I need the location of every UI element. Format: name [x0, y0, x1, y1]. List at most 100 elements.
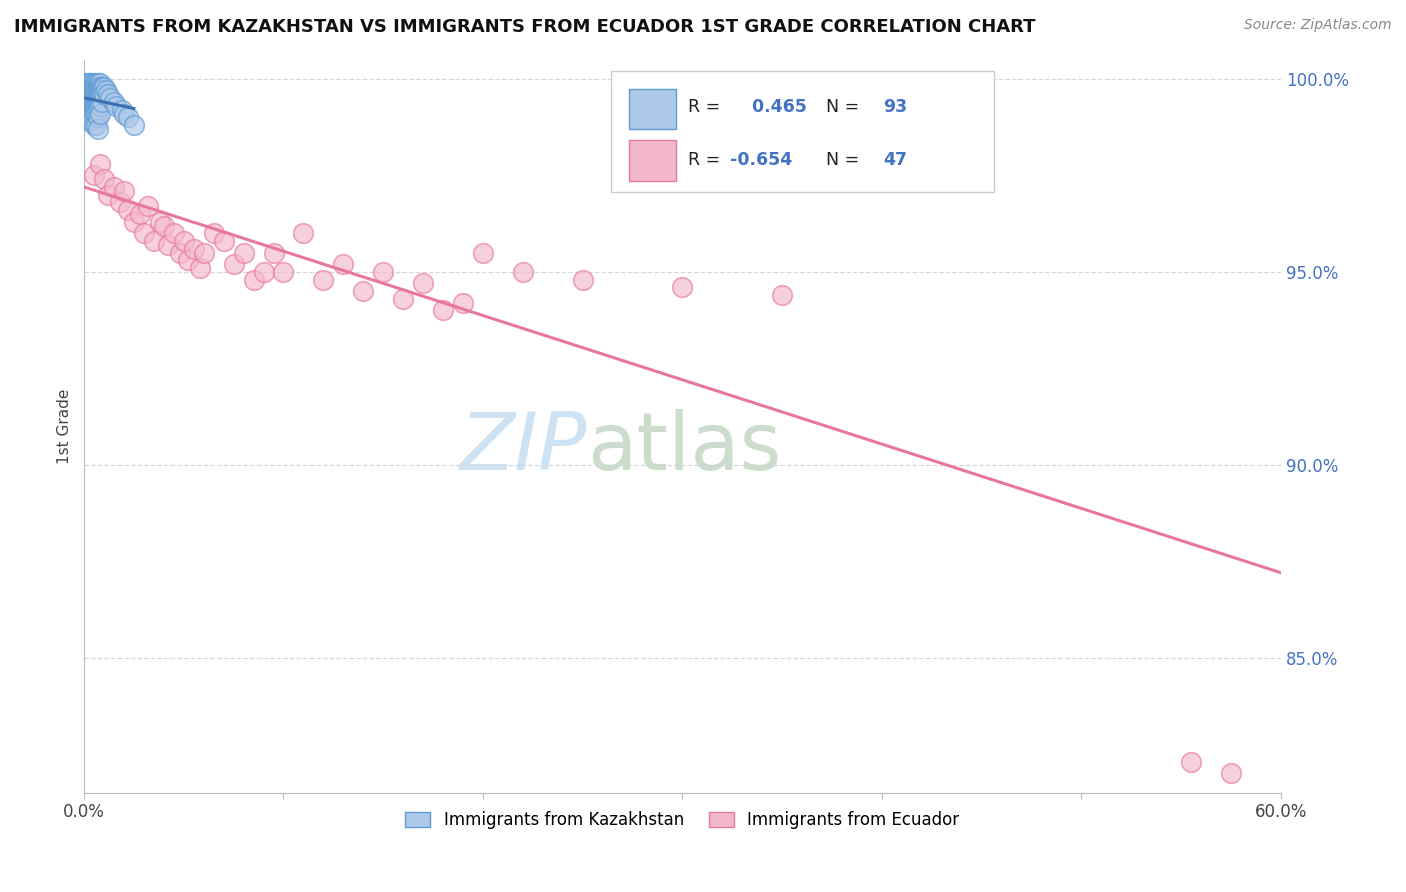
- Point: [87, 91, 110, 105]
- Point: [108, 195, 131, 210]
- Point: [512, 265, 534, 279]
- Point: [75, 106, 97, 120]
- Text: 47: 47: [883, 151, 907, 169]
- Point: [79, 106, 101, 120]
- Point: [117, 203, 139, 218]
- Point: [89, 79, 111, 94]
- Point: [84, 87, 107, 102]
- Point: [79, 79, 101, 94]
- Point: [163, 226, 186, 240]
- Point: [87, 76, 110, 90]
- Point: [89, 83, 111, 97]
- Point: [91, 83, 114, 97]
- Point: [79, 91, 101, 105]
- Point: [87, 111, 110, 125]
- Point: [93, 172, 115, 186]
- Point: [84, 106, 107, 120]
- Point: [83, 169, 105, 183]
- Point: [77, 79, 100, 94]
- Point: [149, 214, 172, 228]
- Point: [1220, 766, 1243, 780]
- Point: [77, 106, 100, 120]
- Point: [84, 91, 107, 105]
- Point: [188, 260, 211, 275]
- Point: [79, 99, 101, 113]
- Point: [1180, 755, 1202, 769]
- Point: [252, 265, 274, 279]
- Point: [91, 95, 114, 109]
- Point: [77, 95, 100, 109]
- Point: [80, 76, 103, 90]
- Point: [80, 99, 103, 113]
- Point: [83, 103, 105, 117]
- Point: [77, 99, 100, 113]
- Point: [89, 91, 111, 105]
- Point: [80, 91, 103, 105]
- Point: [103, 180, 125, 194]
- Point: [451, 295, 474, 310]
- Point: [242, 272, 264, 286]
- Point: [122, 118, 145, 132]
- Point: [84, 79, 107, 94]
- Point: [83, 76, 105, 90]
- Point: [87, 87, 110, 102]
- Text: 0.465: 0.465: [747, 98, 807, 116]
- Point: [472, 245, 495, 260]
- Point: [87, 103, 110, 117]
- Point: [671, 280, 693, 294]
- Point: [91, 87, 114, 102]
- Point: [75, 111, 97, 125]
- Point: [89, 87, 111, 102]
- Point: [136, 199, 159, 213]
- Point: [97, 87, 120, 102]
- Point: [79, 83, 101, 97]
- Text: N =: N =: [827, 98, 865, 116]
- Point: [77, 83, 100, 97]
- Point: [84, 99, 107, 113]
- Point: [80, 87, 103, 102]
- Point: [87, 122, 110, 136]
- Text: -0.654: -0.654: [730, 151, 793, 169]
- Point: [89, 99, 111, 113]
- Text: Source: ZipAtlas.com: Source: ZipAtlas.com: [1244, 18, 1392, 32]
- Text: atlas: atlas: [586, 409, 782, 487]
- Point: [412, 277, 434, 291]
- Point: [83, 79, 105, 94]
- Point: [432, 303, 454, 318]
- Point: [79, 103, 101, 117]
- Point: [75, 103, 97, 117]
- Point: [156, 237, 179, 252]
- Y-axis label: 1st Grade: 1st Grade: [58, 388, 72, 464]
- Point: [77, 87, 100, 102]
- Point: [83, 118, 105, 132]
- Point: [83, 99, 105, 113]
- Point: [79, 76, 101, 90]
- Bar: [628, 140, 676, 180]
- Text: ZIP: ZIP: [460, 409, 586, 487]
- Point: [332, 257, 354, 271]
- Point: [273, 265, 295, 279]
- Point: [112, 184, 135, 198]
- Point: [104, 99, 127, 113]
- Point: [77, 103, 100, 117]
- Text: R =: R =: [689, 151, 727, 169]
- Point: [117, 111, 139, 125]
- Point: [75, 99, 97, 113]
- Point: [103, 95, 125, 109]
- Point: [75, 79, 97, 94]
- Point: [83, 83, 105, 97]
- Point: [80, 106, 103, 120]
- Point: [84, 118, 107, 132]
- Point: [83, 106, 105, 120]
- Point: [75, 87, 97, 102]
- Point: [75, 91, 97, 105]
- Bar: [628, 89, 676, 129]
- Point: [87, 79, 110, 94]
- Point: [392, 292, 415, 306]
- Point: [152, 219, 174, 233]
- Point: [173, 234, 195, 248]
- Point: [169, 245, 191, 260]
- Point: [571, 272, 593, 286]
- Point: [75, 95, 97, 109]
- Point: [84, 103, 107, 117]
